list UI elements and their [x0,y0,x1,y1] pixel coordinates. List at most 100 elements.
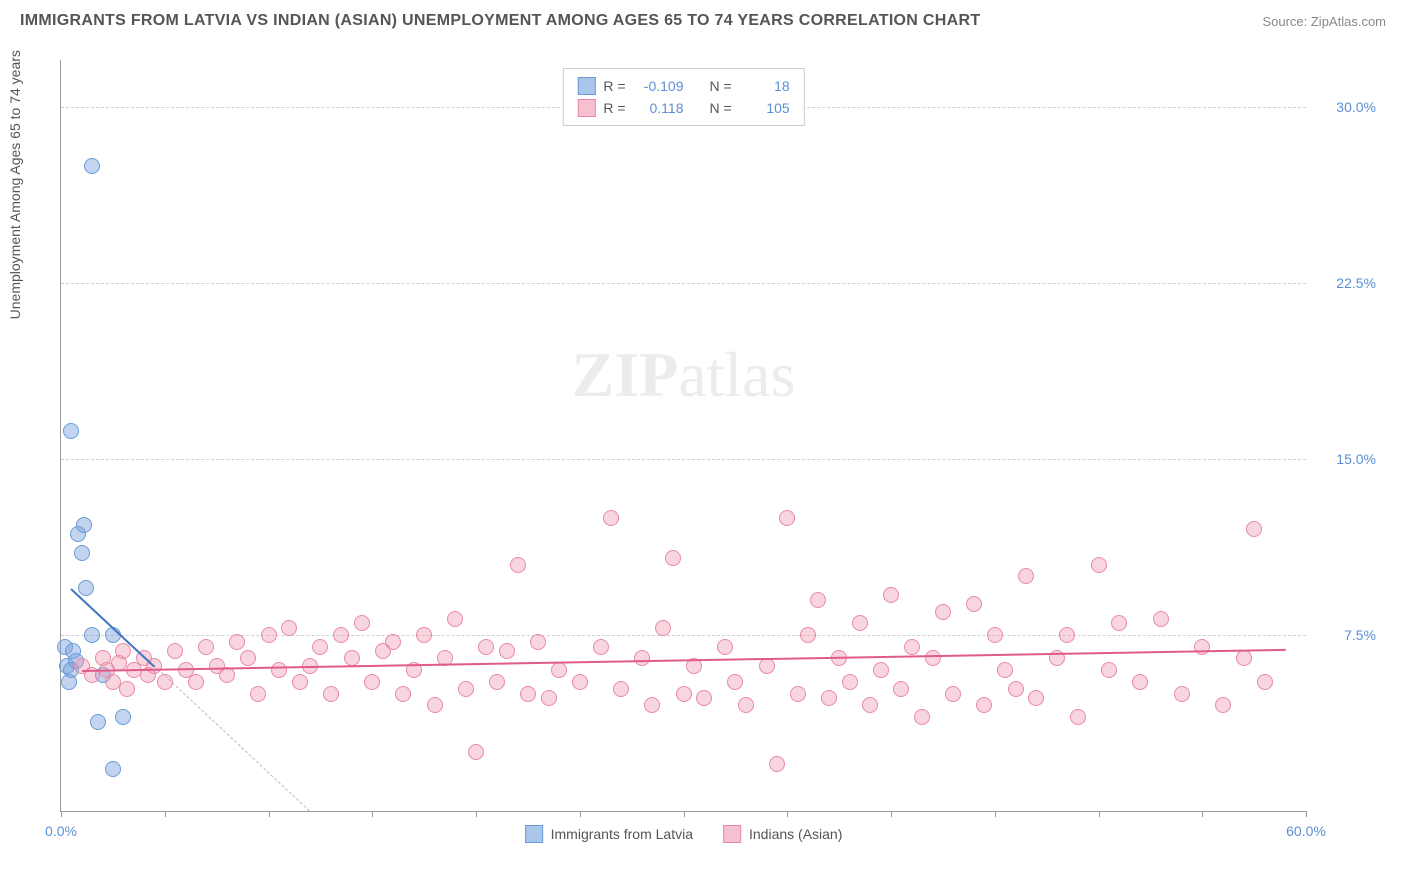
data-point [1257,674,1273,690]
x-tick [372,811,373,817]
data-point [966,596,982,612]
data-point [119,681,135,697]
data-point [1215,697,1231,713]
data-point [914,709,930,725]
data-point [987,627,1003,643]
x-tick [787,811,788,817]
r-value-latvia: -0.109 [634,78,684,94]
trend-extension [154,666,310,812]
x-tick [1202,811,1203,817]
data-point [385,634,401,650]
source-label: Source: ZipAtlas.com [1262,14,1386,29]
data-point [115,643,131,659]
data-point [593,639,609,655]
x-tick [891,811,892,817]
data-point [1132,674,1148,690]
data-point [447,611,463,627]
x-tick-label: 60.0% [1286,823,1326,839]
data-point [63,423,79,439]
data-point [852,615,868,631]
data-point [603,510,619,526]
data-point [665,550,681,566]
data-point [292,674,308,690]
data-point [198,639,214,655]
gridline [61,459,1306,460]
x-tick [995,811,996,817]
data-point [541,690,557,706]
trend-line [71,588,155,667]
data-point [821,690,837,706]
y-tick-label: 15.0% [1336,451,1376,467]
data-point [644,697,660,713]
data-point [84,627,100,643]
data-point [61,674,77,690]
data-point [157,674,173,690]
n-label: N = [710,78,732,94]
data-point [240,650,256,666]
x-tick [580,811,581,817]
plot-area: R = -0.109 N = 18 R = 0.118 N = 105 ZIPa… [60,60,1306,812]
legend-label-indian: Indians (Asian) [749,826,842,842]
data-point [1008,681,1024,697]
x-tick [269,811,270,817]
watermark: ZIPatlas [572,338,796,412]
data-point [115,709,131,725]
data-point [354,615,370,631]
data-point [188,674,204,690]
legend-item-latvia: Immigrants from Latvia [525,825,693,843]
data-point [105,761,121,777]
y-axis-label: Unemployment Among Ages 65 to 74 years [7,50,23,319]
swatch-indian-icon [723,825,741,843]
swatch-indian [577,99,595,117]
x-tick-label: 0.0% [45,823,77,839]
data-point [1174,686,1190,702]
bottom-legend: Immigrants from Latvia Indians (Asian) [525,825,843,843]
data-point [1059,627,1075,643]
n-label: N = [710,100,732,116]
data-point [261,627,277,643]
data-point [655,620,671,636]
r-value-indian: 0.118 [634,100,684,116]
chart-header: IMMIGRANTS FROM LATVIA VS INDIAN (ASIAN)… [0,0,1406,38]
data-point [1101,662,1117,678]
swatch-latvia-icon [525,825,543,843]
data-point [842,674,858,690]
n-value-latvia: 18 [740,78,790,94]
data-point [873,662,889,678]
data-point [997,662,1013,678]
data-point [613,681,629,697]
data-point [1018,568,1034,584]
data-point [572,674,588,690]
data-point [1091,557,1107,573]
legend-label-latvia: Immigrants from Latvia [551,826,693,842]
y-tick-label: 22.5% [1336,275,1376,291]
data-point [800,627,816,643]
data-point [323,686,339,702]
data-point [520,686,536,702]
data-point [769,756,785,772]
data-point [510,557,526,573]
x-tick [684,811,685,817]
stats-row-indian: R = 0.118 N = 105 [577,97,789,119]
data-point [229,634,245,650]
data-point [489,674,505,690]
data-point [1153,611,1169,627]
data-point [84,158,100,174]
data-point [90,714,106,730]
data-point [344,650,360,666]
data-point [976,697,992,713]
data-point [395,686,411,702]
data-point [1246,521,1262,537]
y-tick-label: 30.0% [1336,99,1376,115]
n-value-indian: 105 [740,100,790,116]
x-tick [476,811,477,817]
r-label: R = [603,100,625,116]
x-tick [165,811,166,817]
data-point [468,744,484,760]
data-point [727,674,743,690]
data-point [1236,650,1252,666]
data-point [250,686,266,702]
r-label: R = [603,78,625,94]
data-point [281,620,297,636]
data-point [883,587,899,603]
